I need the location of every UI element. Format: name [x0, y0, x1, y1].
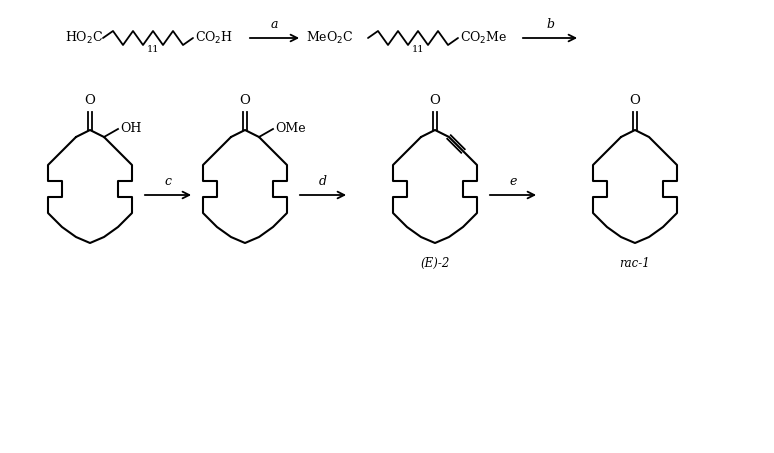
Text: HO$_2$C: HO$_2$C: [65, 30, 103, 46]
Text: OH: OH: [120, 121, 142, 135]
Text: CO$_2$H: CO$_2$H: [195, 30, 233, 46]
Text: 11: 11: [147, 44, 159, 53]
Text: b: b: [546, 18, 554, 31]
Text: (E)-2: (E)-2: [420, 257, 450, 270]
Text: O: O: [430, 94, 440, 107]
Text: a: a: [271, 18, 278, 31]
Text: e: e: [509, 175, 517, 188]
Text: O: O: [629, 94, 640, 107]
Text: OMe: OMe: [275, 121, 306, 135]
Text: d: d: [319, 175, 327, 188]
Text: MeO$_2$C: MeO$_2$C: [306, 30, 354, 46]
Text: 11: 11: [412, 44, 424, 53]
Text: O: O: [240, 94, 251, 107]
Text: rac-1: rac-1: [620, 257, 650, 270]
Text: O: O: [84, 94, 95, 107]
Text: CO$_2$Me: CO$_2$Me: [460, 30, 508, 46]
Text: c: c: [165, 175, 172, 188]
